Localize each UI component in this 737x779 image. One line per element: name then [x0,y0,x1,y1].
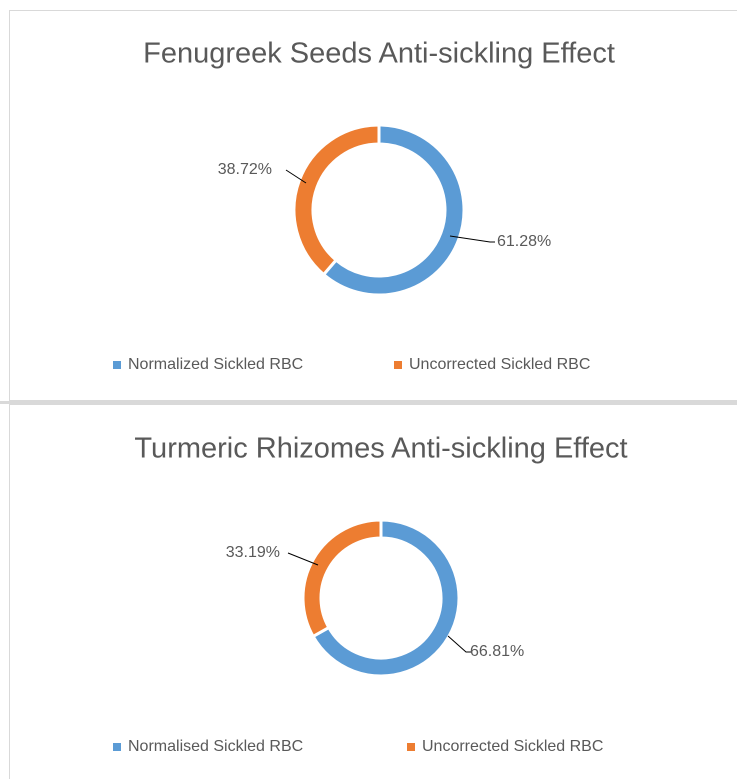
chart-title: Turmeric Rhizomes Anti-sickling Effect [134,433,627,465]
legend-label: Normalised Sickled RBC [128,738,303,755]
data-label: 66.81% [470,643,524,660]
data-label: 33.19% [226,544,280,561]
donut-segment [311,518,461,678]
chart-frame [9,10,737,401]
leader-line [285,169,307,184]
chart-frame [9,404,737,779]
legend-swatch [113,361,121,369]
legend-swatch [113,743,121,751]
separator [0,401,737,404]
leader-line [287,552,319,566]
donut-segment [321,123,466,297]
donut-segment [292,123,381,277]
leader-line [447,635,471,653]
data-label: 61.28% [497,233,551,250]
leader-line [449,235,495,243]
legend-swatch [407,743,415,751]
legend-label: Normalized Sickled RBC [128,356,303,373]
legend-swatch [394,361,402,369]
data-label: 38.72% [218,161,272,178]
donut-segment [301,518,383,639]
legend-label: Uncorrected Sickled RBC [409,356,590,373]
legend-label: Uncorrected Sickled RBC [422,738,603,755]
chart-title: Fenugreek Seeds Anti-sickling Effect [143,38,615,70]
